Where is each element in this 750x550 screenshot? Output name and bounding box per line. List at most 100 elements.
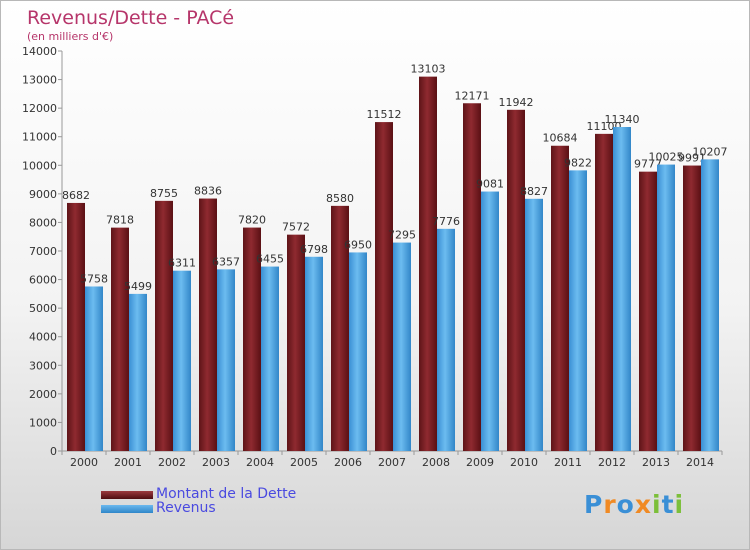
y-tick-label: 11000: [22, 131, 57, 144]
bar-dette: [199, 198, 217, 451]
bar-dette: [595, 133, 613, 451]
x-tick-label: 2002: [158, 456, 186, 469]
proxiti-logo: Proxiti: [584, 490, 684, 519]
y-tick-label: 0: [50, 445, 57, 458]
logo-letter: o: [616, 490, 635, 519]
y-tick-label: 8000: [29, 216, 57, 229]
data-label-dette: 8755: [150, 187, 178, 200]
bar-revenus: [525, 198, 543, 451]
bar-revenus: [701, 159, 719, 451]
data-label-dette: 9991: [678, 152, 706, 165]
x-tick-label: 2011: [554, 456, 582, 469]
bar-revenus: [173, 270, 191, 451]
x-tick-label: 2005: [290, 456, 318, 469]
bar-dette: [111, 227, 129, 451]
legend-label-dette: Montant de la Dette: [156, 486, 297, 502]
bar-revenus: [129, 293, 147, 451]
data-label-dette: 7818: [106, 214, 134, 227]
data-label-revenus: 7295: [388, 229, 416, 242]
data-label-revenus: 6798: [300, 243, 328, 256]
data-label-revenus: 7776: [432, 215, 460, 228]
y-tick-label: 7000: [29, 245, 57, 258]
x-tick-label: 2000: [70, 456, 98, 469]
bar-dette: [419, 76, 437, 451]
x-tick-label: 2006: [334, 456, 362, 469]
logo-letter: t: [661, 490, 675, 519]
data-label-revenus: 11340: [605, 113, 640, 126]
bar-dette: [67, 202, 85, 451]
bar-revenus: [217, 269, 235, 451]
bar-revenus: [85, 286, 103, 451]
y-tick-label: 2000: [29, 388, 57, 401]
data-label-dette: 9777: [634, 158, 662, 171]
data-label-revenus: 6455: [256, 253, 284, 266]
y-tick-label: 1000: [29, 416, 57, 429]
y-tick-label: 6000: [29, 274, 57, 287]
bar-dette: [243, 227, 261, 451]
data-label-dette: 13103: [411, 63, 446, 76]
bar-dette: [683, 165, 701, 452]
bar-dette: [551, 145, 569, 451]
data-label-dette: 7820: [238, 214, 266, 227]
data-label-dette: 8580: [326, 192, 354, 205]
legend-swatch-revenus: [101, 505, 153, 513]
data-label-revenus: 6311: [168, 257, 196, 270]
bar-revenus: [349, 252, 367, 451]
data-label-revenus: 10207: [693, 145, 728, 158]
y-tick-label: 12000: [22, 102, 57, 115]
data-label-dette: 11512: [367, 108, 402, 121]
bar-revenus: [613, 127, 631, 451]
data-label-revenus: 9081: [476, 178, 504, 191]
x-tick-label: 2003: [202, 456, 230, 469]
bar-revenus: [261, 266, 279, 451]
data-label-revenus: 10025: [649, 151, 684, 164]
data-label-dette: 11942: [499, 96, 534, 109]
data-label-dette: 8682: [62, 189, 90, 202]
x-tick-label: 2009: [466, 456, 494, 469]
x-tick-label: 2001: [114, 456, 142, 469]
bar-revenus: [481, 191, 499, 452]
bar-revenus: [393, 242, 411, 451]
y-tick-label: 3000: [29, 359, 57, 372]
y-tick-label: 14000: [22, 45, 57, 58]
x-tick-label: 2013: [642, 456, 670, 469]
bar-dette: [463, 103, 481, 451]
legend-label-revenus: Revenus: [156, 500, 216, 516]
y-tick-label: 13000: [22, 74, 57, 87]
bar-dette: [287, 234, 305, 451]
y-tick-label: 10000: [22, 159, 57, 172]
x-tick-label: 2010: [510, 456, 538, 469]
bar-revenus: [305, 256, 323, 451]
y-tick-label: 5000: [29, 302, 57, 315]
bar-dette: [639, 171, 657, 451]
bar-revenus: [437, 228, 455, 451]
logo-letter: i: [652, 490, 662, 519]
bar-dette: [155, 200, 173, 451]
logo-letter: P: [584, 490, 604, 519]
data-label-revenus: 5758: [80, 272, 108, 285]
bar-dette: [375, 122, 393, 451]
data-label-revenus: 6357: [212, 255, 240, 268]
x-tick-label: 2008: [422, 456, 450, 469]
legend-swatch-dette: [101, 491, 153, 499]
bar-dette: [331, 205, 349, 451]
x-tick-label: 2012: [598, 456, 626, 469]
logo-letter: r: [603, 490, 617, 519]
data-label-revenus: 6950: [344, 238, 372, 251]
data-label-revenus: 9822: [564, 156, 592, 169]
logo-letter: x: [634, 490, 652, 519]
data-label-dette: 7572: [282, 221, 310, 234]
data-label-dette: 12171: [455, 89, 490, 102]
x-tick-label: 2007: [378, 456, 406, 469]
x-tick-label: 2014: [686, 456, 714, 469]
x-tick-label: 2004: [246, 456, 274, 469]
y-tick-label: 4000: [29, 331, 57, 344]
chart-subtitle: (en milliers d'€): [27, 30, 114, 43]
chart-title: Revenus/Dette - PACé: [27, 7, 235, 29]
data-label-dette: 10684: [543, 132, 578, 145]
logo-letter: i: [674, 490, 685, 519]
y-tick-label: 9000: [29, 188, 57, 201]
bar-dette: [507, 109, 525, 452]
